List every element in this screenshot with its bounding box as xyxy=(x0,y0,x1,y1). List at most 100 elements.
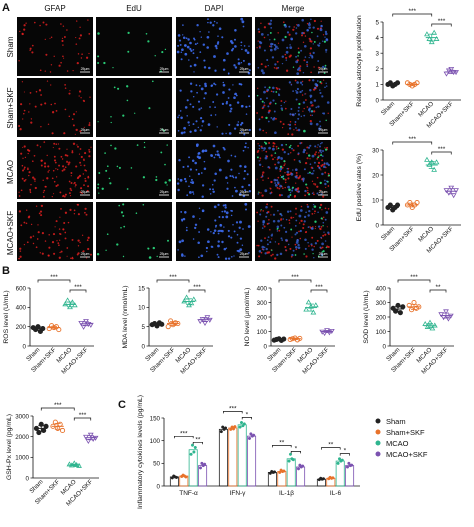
edu-signal xyxy=(110,121,112,124)
dapi-signal xyxy=(207,18,209,20)
gfap-signal xyxy=(287,173,290,176)
data-point xyxy=(296,467,301,471)
dapi-signal xyxy=(200,254,204,258)
gfap-signal xyxy=(282,21,285,24)
dapi-signal xyxy=(244,208,248,211)
gfap-signal xyxy=(76,61,79,65)
gfap-signal xyxy=(56,184,59,186)
data-point xyxy=(453,70,459,76)
gfap-signal xyxy=(272,145,275,148)
dapi-signal xyxy=(204,91,207,95)
edu-signal xyxy=(305,183,308,186)
bar xyxy=(286,458,296,487)
dapi-signal xyxy=(188,185,190,188)
gfap-signal xyxy=(320,169,322,171)
gfap-signal xyxy=(44,38,46,41)
gfap-signal xyxy=(31,160,34,163)
data-point xyxy=(424,323,431,329)
dapi-signal xyxy=(223,247,227,251)
dapi-signal xyxy=(264,86,267,89)
dapi-signal xyxy=(203,66,207,69)
dapi-signal xyxy=(214,83,217,86)
data-point xyxy=(83,434,89,440)
gfap-signal xyxy=(265,150,268,153)
dapi-signal xyxy=(288,81,292,84)
edu-signal xyxy=(167,239,169,242)
dapi-signal xyxy=(225,215,229,219)
edu-signal xyxy=(143,141,146,144)
gfap-signal xyxy=(322,192,324,194)
gfap-signal xyxy=(271,253,274,256)
dapi-signal xyxy=(262,221,265,224)
gfap-signal xyxy=(324,147,326,149)
dapi-signal xyxy=(227,257,231,260)
dapi-signal xyxy=(317,72,320,74)
gfap-signal xyxy=(23,109,26,112)
dapi-signal xyxy=(206,250,208,253)
edu-signal xyxy=(277,147,280,150)
gfap-signal xyxy=(53,180,56,183)
row-label-sham-skf: Sham+SKF xyxy=(6,87,15,128)
edu-signal xyxy=(143,146,146,149)
dapi-signal xyxy=(180,51,183,53)
dapi-signal xyxy=(201,125,203,127)
significance-bracket xyxy=(73,417,92,421)
dapi-signal xyxy=(222,83,226,87)
dapi-signal xyxy=(212,101,215,103)
dapi-signal xyxy=(306,65,309,68)
gfap-signal xyxy=(281,148,285,151)
dapi-signal xyxy=(244,145,247,149)
dapi-signal xyxy=(319,142,322,145)
micrograph-background xyxy=(96,17,172,76)
gfap-signal xyxy=(298,230,300,233)
gfap-signal xyxy=(76,144,78,146)
gfap-signal xyxy=(40,164,43,167)
y-axis-label: MDA level (nmol/mL) xyxy=(122,285,129,348)
gfap-signal xyxy=(18,191,20,193)
dapi-signal xyxy=(229,174,232,178)
dapi-signal xyxy=(290,172,294,176)
dapi-signal xyxy=(279,252,283,256)
data-point xyxy=(319,329,326,335)
dapi-signal xyxy=(317,225,321,228)
dapi-signal xyxy=(201,120,205,123)
dapi-signal xyxy=(247,62,251,66)
edu-signal xyxy=(320,154,323,157)
gfap-signal xyxy=(301,94,304,96)
gfap-signal xyxy=(20,189,23,192)
gfap-signal xyxy=(302,223,305,226)
gfap-signal xyxy=(300,205,303,208)
dapi-signal xyxy=(276,179,279,182)
edu-signal xyxy=(308,193,311,196)
y-tick-label: 50 xyxy=(153,461,160,468)
gfap-signal xyxy=(75,128,78,132)
y-tick-label: 1000 xyxy=(15,455,29,462)
dapi-signal xyxy=(182,34,184,36)
dapi-signal xyxy=(311,248,314,251)
edu-signal xyxy=(160,151,163,154)
dapi-signal xyxy=(229,103,232,107)
gfap-signal xyxy=(256,178,258,180)
dapi-signal xyxy=(189,103,192,106)
significance-label: *** xyxy=(193,284,201,291)
gfap-signal xyxy=(277,176,280,179)
dapi-signal xyxy=(242,59,245,62)
dapi-signal xyxy=(303,44,307,48)
dapi-signal xyxy=(304,247,307,250)
edu-signal xyxy=(279,165,283,168)
dapi-signal xyxy=(242,228,244,230)
gfap-signal xyxy=(21,81,24,83)
dapi-signal xyxy=(297,106,300,109)
edu-signal xyxy=(142,176,146,179)
dapi-signal xyxy=(221,36,224,39)
bar xyxy=(237,424,247,487)
dapi-signal xyxy=(258,40,261,43)
gfap-signal xyxy=(23,28,26,31)
gfap-signal xyxy=(61,169,64,172)
dapi-signal xyxy=(316,80,319,82)
dapi-signal xyxy=(289,46,293,50)
gfap-signal xyxy=(90,253,92,256)
y-tick-label: 300 xyxy=(257,300,268,307)
